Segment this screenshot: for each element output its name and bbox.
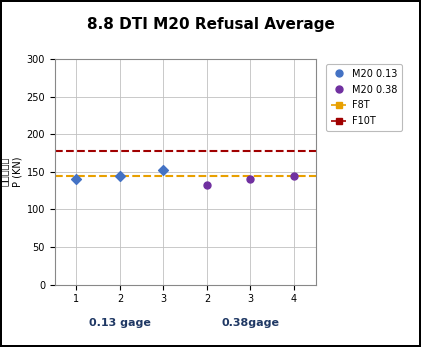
Point	[290, 173, 297, 178]
Point	[73, 177, 80, 182]
Text: 0.13 gage: 0.13 gage	[89, 318, 151, 328]
Text: 8.8 DTI M20 Refusal Average: 8.8 DTI M20 Refusal Average	[87, 17, 334, 32]
Text: 0.38gage: 0.38gage	[221, 318, 280, 328]
Point	[247, 177, 254, 182]
Point	[117, 173, 123, 178]
Y-axis label: 볼트머리부
P (KN): 볼트머리부 P (KN)	[0, 156, 22, 187]
Point	[204, 182, 210, 187]
Legend: M20 0.13, M20 0.38, F8T, F10T: M20 0.13, M20 0.38, F8T, F10T	[326, 64, 402, 131]
Point	[160, 168, 167, 173]
